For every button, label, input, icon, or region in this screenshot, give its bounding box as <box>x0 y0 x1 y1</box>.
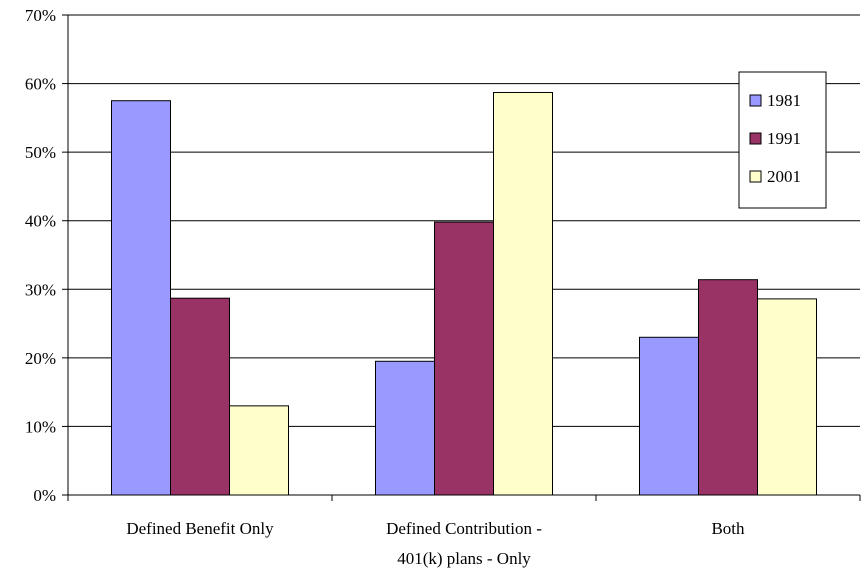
x-category-label: Defined Benefit Only <box>126 519 274 538</box>
legend-swatch-1991 <box>749 132 762 145</box>
legend: 1981 1991 2001 <box>738 71 827 209</box>
x-category-label: Both <box>711 519 745 538</box>
y-tick-label: 50% <box>25 143 56 162</box>
bars <box>111 91 817 496</box>
bar-1991-cat-1 <box>434 221 494 496</box>
y-tick-label: 20% <box>25 349 56 368</box>
axes <box>67 15 861 501</box>
legend-swatch-2001 <box>749 170 762 183</box>
y-tick-label: 0% <box>33 486 56 505</box>
y-tick-label: 30% <box>25 280 56 299</box>
y-axis-ticks: 0% 10% 20% 30% 40% 50% 60% 70% <box>25 6 68 505</box>
y-tick-label: 40% <box>25 212 56 231</box>
x-axis-categories: Defined Benefit Only Defined Contribution… <box>126 519 745 568</box>
legend-swatch-1981 <box>749 94 762 107</box>
bar-1981-cat-2 <box>639 336 699 496</box>
bar-2001-cat-0 <box>229 405 289 496</box>
y-tick-label: 10% <box>25 417 56 436</box>
x-category-label: 401(k) plans - Only <box>397 549 531 568</box>
bar-2001-cat-1 <box>493 91 553 496</box>
legend-label-1981: 1981 <box>767 91 801 110</box>
legend-label-2001: 2001 <box>767 167 801 186</box>
y-tick-label: 60% <box>25 75 56 94</box>
bar-1991-cat-2 <box>698 279 758 496</box>
bar-1991-cat-0 <box>170 297 230 496</box>
bar-1981-cat-0 <box>111 100 171 496</box>
bar-2001-cat-2 <box>757 298 817 496</box>
y-tick-label: 70% <box>25 6 56 25</box>
bar-1981-cat-1 <box>375 360 435 496</box>
x-category-label: Defined Contribution - <box>386 519 542 538</box>
legend-label-1991: 1991 <box>767 129 801 148</box>
